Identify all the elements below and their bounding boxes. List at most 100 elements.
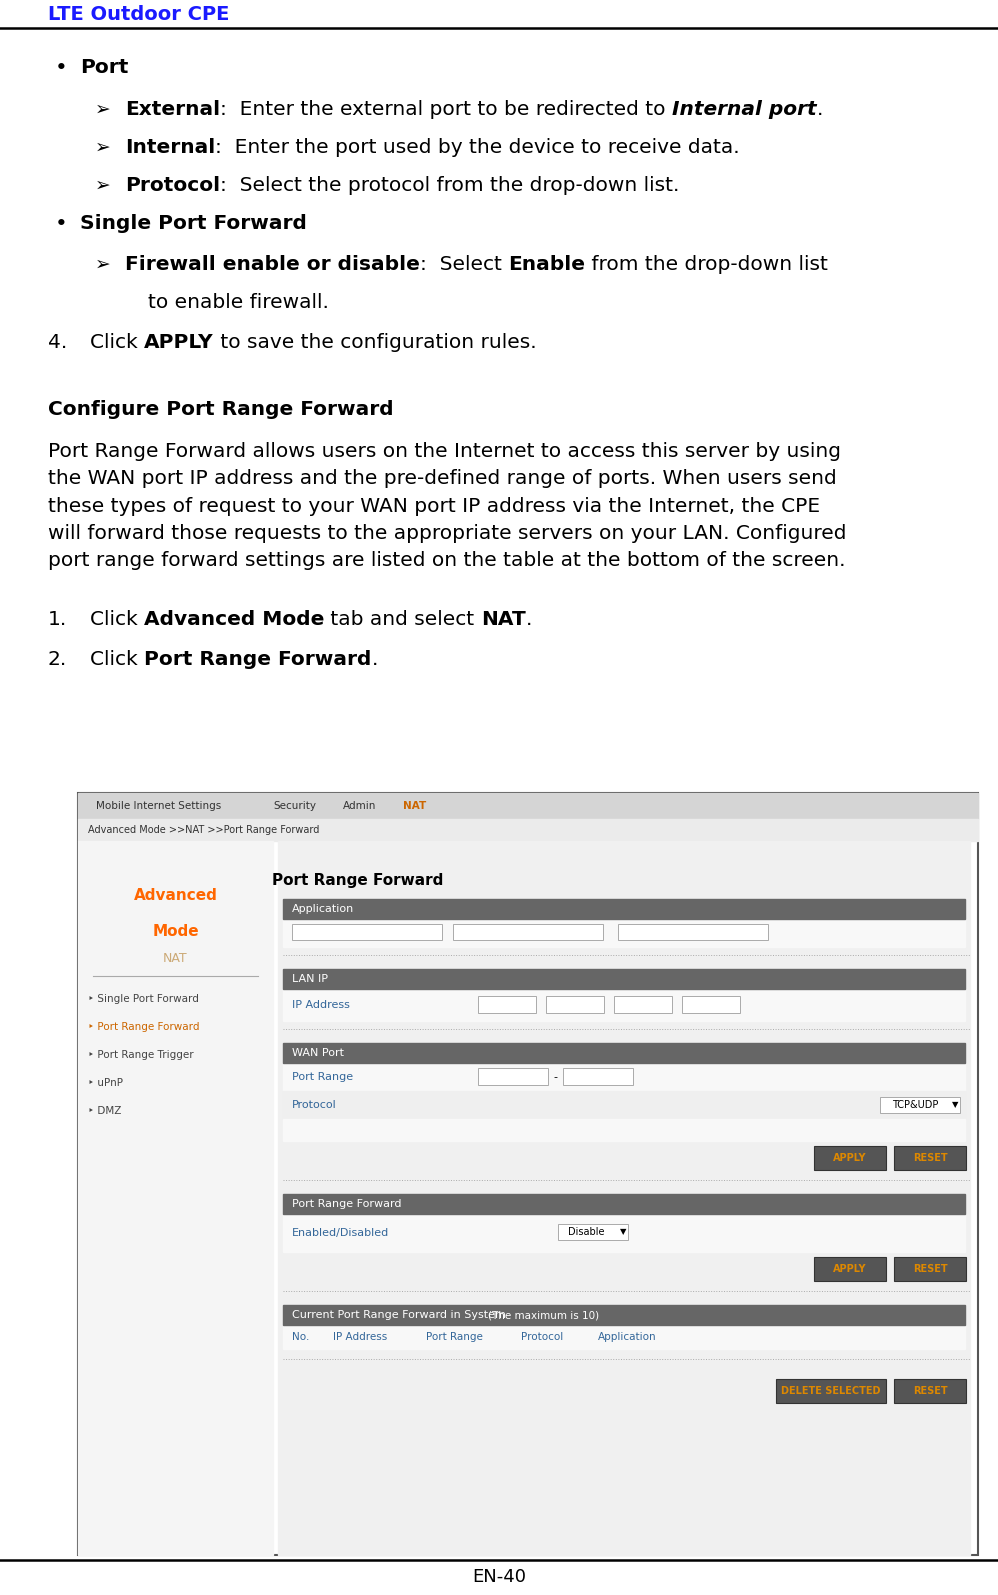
Text: TCP&UDP: TCP&UDP: [892, 1101, 938, 1110]
Text: Mobile Internet Settings: Mobile Internet Settings: [96, 801, 222, 810]
Text: Application: Application: [598, 1332, 657, 1341]
Bar: [614, 995, 672, 1013]
Bar: [283, 1120, 965, 1140]
Text: Internal: Internal: [125, 139, 216, 156]
Bar: [682, 995, 740, 1013]
Text: Mode: Mode: [152, 924, 199, 938]
Text: NAT: NAT: [481, 609, 526, 628]
Text: Protocol: Protocol: [292, 1101, 336, 1110]
Text: Port: Port: [80, 57, 129, 77]
Text: ➢: ➢: [95, 255, 111, 274]
Text: :  Select: : Select: [420, 255, 508, 274]
Bar: [894, 1145, 966, 1171]
Bar: [78, 793, 978, 1555]
Bar: [283, 970, 965, 989]
Text: DELETE SELECTED: DELETE SELECTED: [781, 1386, 881, 1396]
Text: to save the configuration rules.: to save the configuration rules.: [214, 333, 536, 352]
Bar: [478, 1069, 548, 1085]
Text: Port Range: Port Range: [292, 1072, 353, 1081]
Text: Protocol: Protocol: [521, 1332, 563, 1341]
Text: ‣ Port Range Trigger: ‣ Port Range Trigger: [88, 1050, 194, 1061]
Text: 2.: 2.: [48, 651, 67, 668]
Text: IP Address: IP Address: [292, 1000, 350, 1010]
Text: Protocol: Protocol: [125, 175, 221, 195]
Text: 4.: 4.: [48, 333, 67, 352]
Text: Port Range Forward: Port Range Forward: [272, 874, 444, 888]
Text: NAT: NAT: [403, 801, 426, 810]
Text: Click: Click: [90, 651, 144, 668]
Text: WAN Port: WAN Port: [292, 1048, 344, 1057]
Text: RESET: RESET: [913, 1153, 947, 1163]
Text: -: -: [553, 1072, 557, 1081]
Text: RESET: RESET: [913, 1386, 947, 1396]
Text: RESET: RESET: [913, 1263, 947, 1274]
Bar: [776, 1380, 886, 1404]
Text: ➢: ➢: [95, 175, 111, 195]
Text: No.: No.: [292, 1332, 309, 1341]
Text: Port Range: Port Range: [426, 1332, 483, 1341]
Text: tab and select: tab and select: [324, 609, 481, 628]
Bar: [78, 818, 978, 841]
Text: from the drop-down list: from the drop-down list: [585, 255, 828, 274]
Bar: [880, 1097, 960, 1113]
Text: Security: Security: [273, 801, 316, 810]
Bar: [558, 1223, 628, 1239]
Bar: [546, 995, 604, 1013]
Text: ▼: ▼: [952, 1101, 958, 1110]
Bar: [814, 1257, 886, 1281]
Text: Disable: Disable: [568, 1227, 604, 1238]
Text: ➢: ➢: [95, 100, 111, 120]
Text: APPLY: APPLY: [144, 333, 214, 352]
Text: Enable: Enable: [508, 255, 585, 274]
Text: Click: Click: [90, 609, 144, 628]
Text: External: External: [125, 100, 221, 120]
Bar: [78, 841, 273, 1555]
Bar: [283, 919, 965, 947]
Text: Click: Click: [90, 333, 144, 352]
Text: Advanced Mode: Advanced Mode: [144, 609, 324, 628]
Text: Advanced Mode >>NAT >>Port Range Forward: Advanced Mode >>NAT >>Port Range Forward: [88, 825, 319, 836]
Text: EN-40: EN-40: [472, 1568, 526, 1585]
Text: APPLY: APPLY: [833, 1153, 866, 1163]
Bar: [814, 1145, 886, 1171]
Text: •: •: [55, 57, 68, 78]
Text: 1.: 1.: [48, 609, 67, 628]
Text: ➢: ➢: [95, 139, 111, 156]
Bar: [0, 0, 998, 29]
Text: ‣ uPnP: ‣ uPnP: [88, 1078, 123, 1088]
Text: ‣ Single Port Forward: ‣ Single Port Forward: [88, 994, 199, 1003]
Text: LAN IP: LAN IP: [292, 975, 328, 984]
Bar: [283, 1325, 965, 1349]
Bar: [563, 1069, 633, 1085]
Text: .: .: [816, 100, 823, 120]
Text: Application: Application: [292, 904, 354, 914]
Bar: [283, 1043, 965, 1062]
Text: .: .: [526, 609, 532, 628]
Bar: [283, 1062, 965, 1091]
Text: :  Enter the port used by the device to receive data.: : Enter the port used by the device to r…: [216, 139, 740, 156]
Text: Port Range Forward: Port Range Forward: [144, 651, 371, 668]
Bar: [283, 1195, 965, 1214]
Text: ‣ DMZ: ‣ DMZ: [88, 1105, 122, 1116]
Text: Admin: Admin: [343, 801, 376, 810]
Bar: [453, 924, 603, 939]
Text: :  Select the protocol from the drop-down list.: : Select the protocol from the drop-down…: [221, 175, 680, 195]
Bar: [478, 995, 536, 1013]
Text: IP Address: IP Address: [333, 1332, 387, 1341]
Text: .: .: [371, 651, 378, 668]
Text: Advanced: Advanced: [134, 888, 218, 903]
Bar: [894, 1380, 966, 1404]
Bar: [618, 924, 768, 939]
Text: Configure Port Range Forward: Configure Port Range Forward: [48, 400, 393, 419]
Bar: [283, 1214, 965, 1252]
Bar: [283, 1091, 965, 1120]
Bar: [283, 900, 965, 919]
Text: (The maximum is 10): (The maximum is 10): [488, 1309, 599, 1321]
Text: Internal port: Internal port: [672, 100, 816, 120]
Bar: [894, 1257, 966, 1281]
Text: Current Port Range Forward in System: Current Port Range Forward in System: [292, 1309, 506, 1321]
Text: to enable firewall.: to enable firewall.: [148, 293, 329, 313]
Bar: [283, 989, 965, 1021]
Text: Port Range Forward allows users on the Internet to access this server by using
t: Port Range Forward allows users on the I…: [48, 442, 846, 569]
Text: ▼: ▼: [620, 1228, 627, 1236]
